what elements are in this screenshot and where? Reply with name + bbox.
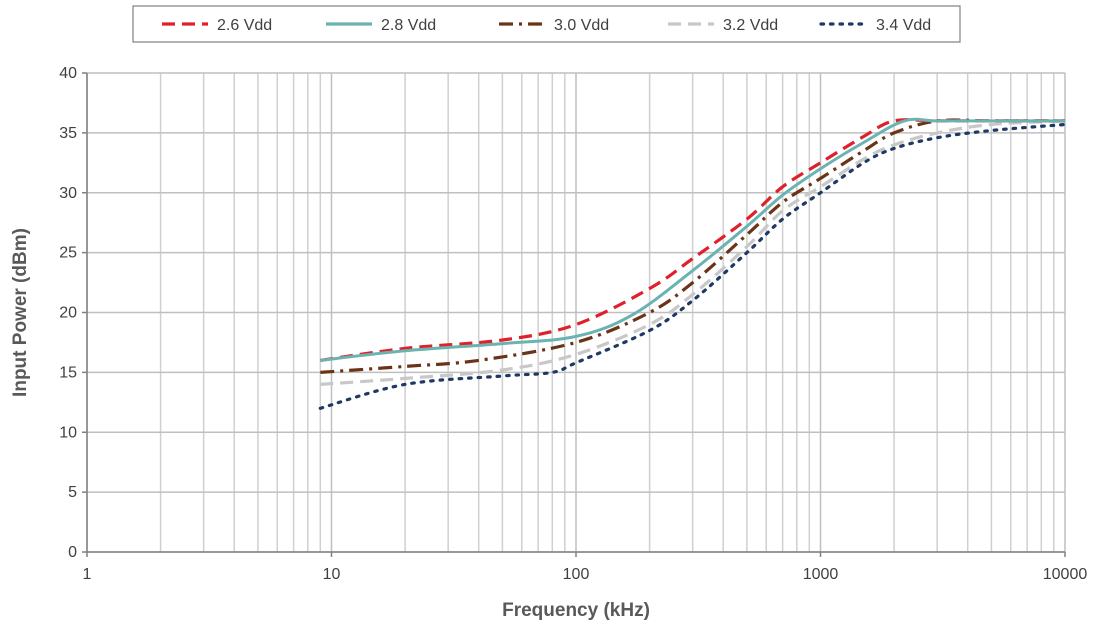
y-tick-label: 25 xyxy=(59,245,77,262)
series-line-2-6-vdd xyxy=(320,118,1065,362)
x-tick-label: 10 xyxy=(323,566,341,583)
x-tick-label: 100 xyxy=(563,566,590,583)
y-tick-label: 20 xyxy=(59,305,77,322)
x-tick-label: 1000 xyxy=(803,566,839,583)
y-tick-label: 0 xyxy=(68,544,77,561)
series-line-2-8-vdd xyxy=(320,117,1065,362)
series-line-3-4-vdd xyxy=(318,122,1067,410)
tick-labels: 0 5 10 15 20 25 30 35 40 1 10 100 1000 10000 xyxy=(59,65,1087,583)
y-tick-label: 15 xyxy=(59,364,77,381)
legend-label-2-6-vdd: 2.6 Vdd xyxy=(217,17,272,34)
y-tick-label: 10 xyxy=(59,424,77,441)
y-axis-title: Input Power (dBm) xyxy=(10,228,31,397)
legend-label-3-2-vdd: 3.2 Vdd xyxy=(723,17,778,34)
y-tick-label: 5 xyxy=(68,484,77,501)
series-line-3-2-vdd xyxy=(320,119,1066,386)
legend: 2.6 Vdd 2.8 Vdd 3.0 Vdd 3.2 Vdd 3.4 Vdd xyxy=(132,5,961,43)
x-tick-label: 1 xyxy=(83,566,92,583)
axes xyxy=(82,72,1066,557)
x-tick-label: 10000 xyxy=(1043,566,1088,583)
legend-label-3-4-vdd: 3.4 Vdd xyxy=(876,17,931,34)
y-tick-label: 40 xyxy=(59,65,77,82)
legend-label-2-8-vdd: 2.8 Vdd xyxy=(381,17,436,34)
y-tick-label: 30 xyxy=(59,185,77,202)
y-tick-label: 35 xyxy=(59,125,77,142)
legend-label-3-0-vdd: 3.0 Vdd xyxy=(554,17,609,34)
x-axis-title: Frequency (kHz) xyxy=(502,600,650,621)
series-lines xyxy=(318,117,1067,410)
